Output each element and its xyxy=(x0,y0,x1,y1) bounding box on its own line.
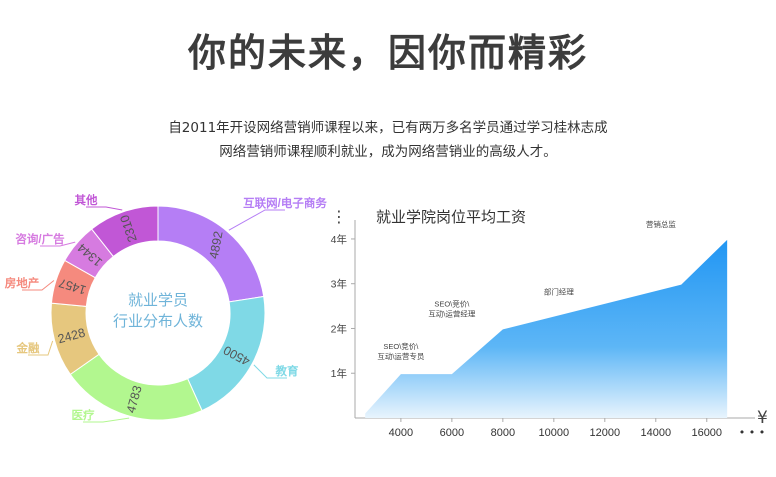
intro-text-line1: 自2011年开设网络营销师课程以来，已有两万多名学员通过学习桂林志成 xyxy=(168,120,608,136)
salary-annotation: SEO\竞价\ xyxy=(383,341,419,351)
donut-slice-value: 2428 xyxy=(56,326,87,347)
donut-center-label-line2: 行业分布人数 xyxy=(113,313,203,330)
donut-leader-line xyxy=(228,209,285,231)
page-title: 你的未来，因你而精彩 xyxy=(187,31,588,75)
donut-leader-line xyxy=(28,340,54,356)
donut-slice-label: 医疗 xyxy=(72,408,95,422)
y-tick-label: 2年 xyxy=(331,322,347,335)
x-tick-label: 4000 xyxy=(389,427,413,439)
menu-dots-icon[interactable]: ⋮ xyxy=(331,207,347,226)
donut-leader-line xyxy=(253,364,287,379)
salary-annotation: 部门经理 xyxy=(544,286,574,296)
intro-text-line2: 网络营销师课程顺利就业，成为网络营销业的高级人才。 xyxy=(219,144,557,160)
y-tick-label: 4年 xyxy=(331,233,347,246)
salary-annotation: SEO\竞价\ xyxy=(434,299,470,309)
salary-area-series xyxy=(365,239,728,418)
salary-annotation: 互动\运营专员 xyxy=(377,351,425,361)
donut-slice xyxy=(90,205,159,258)
donut-slice-label: 金融 xyxy=(16,341,40,355)
salary-annotation: 营销总监 xyxy=(646,219,676,229)
x-tick-label: 16000 xyxy=(691,427,722,439)
x-tick-label: 14000 xyxy=(640,427,671,439)
donut-leader-line xyxy=(22,280,55,291)
donut-leader-line xyxy=(86,206,123,211)
salary-chart-title: 就业学院岗位平均工资 xyxy=(376,208,526,226)
x-tick-label: 10000 xyxy=(539,427,570,439)
donut-slice-label: 互联网/电子商务 xyxy=(243,196,327,210)
donut-slice-label: 房地产 xyxy=(5,276,40,290)
salary-annotation: 互动\运营经理 xyxy=(428,309,476,319)
donut-slice-value: 4892 xyxy=(207,230,226,260)
x-tick-label: 6000 xyxy=(440,427,464,439)
donut-leader-line xyxy=(83,417,130,423)
y-tick-label: 3年 xyxy=(331,278,347,291)
y-tick-label: 1年 xyxy=(331,367,347,380)
donut-center-label-line1: 就业学员 xyxy=(128,292,188,309)
donut-slice-label: 教育 xyxy=(275,364,299,378)
donut-slice-label: 咨询/广告 xyxy=(15,232,65,246)
x-axis-unit: ¥ xyxy=(757,408,768,428)
x-tick-ellipsis: • • • xyxy=(739,426,765,439)
x-tick-label: 8000 xyxy=(491,427,515,439)
donut-leader-line xyxy=(40,241,76,247)
donut-slice-label: 其他 xyxy=(75,193,98,207)
x-tick-label: 12000 xyxy=(590,427,621,439)
